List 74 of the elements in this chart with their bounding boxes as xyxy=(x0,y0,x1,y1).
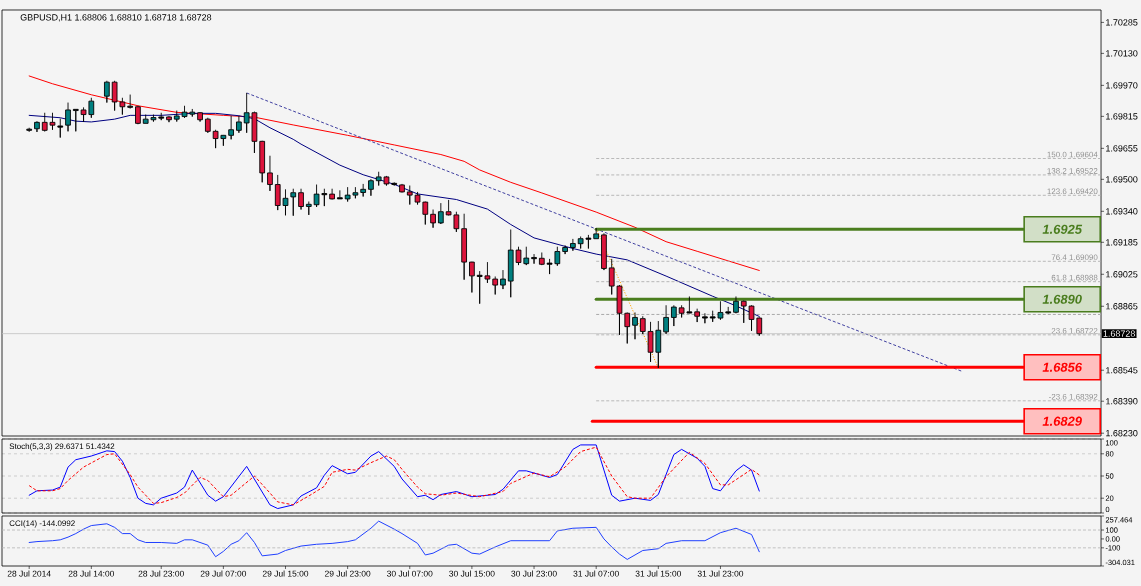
candlestick xyxy=(166,115,172,123)
series-label: 1.6925 xyxy=(1042,224,1083,234)
x-tick-label: 29 Jul 23:00 xyxy=(324,570,371,577)
candlestick xyxy=(267,155,273,192)
candlestick xyxy=(305,201,312,216)
series-label: 1.6890 xyxy=(1042,294,1082,304)
series-label: 1.6829 xyxy=(1042,416,1082,426)
candlestick xyxy=(329,188,335,200)
candlestick xyxy=(469,261,475,293)
y-tick-label: 1.68390 xyxy=(1106,398,1138,405)
y-tick-label: 1.69815 xyxy=(1106,113,1138,120)
x-tick-label: 30 Jul 07:00 xyxy=(387,570,433,577)
line-series xyxy=(28,75,760,271)
candlestick xyxy=(259,140,266,183)
line-series xyxy=(28,112,760,317)
candlestick xyxy=(500,269,506,290)
candlestick xyxy=(632,312,638,340)
candlestick xyxy=(461,213,467,281)
y-tick-label: 1.69655 xyxy=(1106,145,1138,152)
candlestick xyxy=(34,120,40,133)
y-tick-label: 1.70285 xyxy=(1106,19,1138,26)
candlestick xyxy=(702,312,708,324)
chart-title: GBPUSD,H1 1.68806 1.68810 1.68718 1.68728 xyxy=(20,14,212,22)
candlestick xyxy=(204,117,211,134)
candlestick xyxy=(570,238,576,252)
candlestick xyxy=(663,304,669,335)
candlestick xyxy=(694,308,700,323)
ref-line-label: 1.68728 xyxy=(1103,330,1135,337)
candlestick xyxy=(72,108,79,132)
y-tick-label: 1.68865 xyxy=(1106,303,1138,310)
candlestick xyxy=(360,183,367,197)
y-tick-label: 1.69185 xyxy=(1106,239,1138,246)
candlestick xyxy=(65,102,71,132)
candlestick xyxy=(562,244,568,255)
candlestick xyxy=(733,296,739,314)
candlestick xyxy=(197,111,203,122)
x-tick-label: 29 Jul 07:00 xyxy=(200,570,247,577)
candlestick xyxy=(135,105,141,125)
x-tick-label: 28 Jul 2014 xyxy=(7,570,51,577)
candlestick xyxy=(228,115,234,140)
candlestick xyxy=(671,304,677,327)
candlestick xyxy=(492,276,499,295)
candlestick xyxy=(538,252,545,266)
x-tick-label: 28 Jul 23:00 xyxy=(138,570,184,577)
candlestick xyxy=(531,253,537,265)
x-tick-label: 31 Jul 23:00 xyxy=(697,570,744,577)
y-tick-label: 1.70130 xyxy=(1106,50,1138,57)
candlestick xyxy=(437,202,444,225)
y-tick-label: 1.68545 xyxy=(1106,367,1138,374)
candlestick xyxy=(104,80,110,103)
candlestick xyxy=(290,188,297,217)
x-tick-label: 30 Jul 23:00 xyxy=(511,570,557,577)
candlestick xyxy=(26,127,33,132)
candlestick xyxy=(430,209,436,229)
y-tick-label: 1.68230 xyxy=(1106,430,1138,437)
x-tick-label: 30 Jul 15:00 xyxy=(449,570,495,577)
candlestick xyxy=(601,232,607,271)
candlestick xyxy=(337,189,343,200)
x-tick-label: 28 Jul 14:00 xyxy=(68,570,115,577)
y-tick-label: 1.69500 xyxy=(1106,176,1138,183)
candlestick xyxy=(236,115,242,134)
candlestick xyxy=(399,183,405,193)
x-tick-label: 31 Jul 15:00 xyxy=(635,570,682,577)
candlestick xyxy=(593,227,600,240)
candlestick xyxy=(725,306,732,315)
candlestick xyxy=(298,188,304,210)
x-tick-label: 31 Jul 07:00 xyxy=(573,570,619,577)
candlestick xyxy=(368,178,374,197)
y-tick-label: 1.69340 xyxy=(1106,208,1138,215)
candlestick xyxy=(127,94,133,109)
x-tick-label: 29 Jul 15:00 xyxy=(262,570,309,577)
y-tick-label: 1.69970 xyxy=(1106,82,1138,89)
series-label: 1.6856 xyxy=(1042,362,1083,372)
y-tick-label: 1.69025 xyxy=(1106,271,1138,278)
